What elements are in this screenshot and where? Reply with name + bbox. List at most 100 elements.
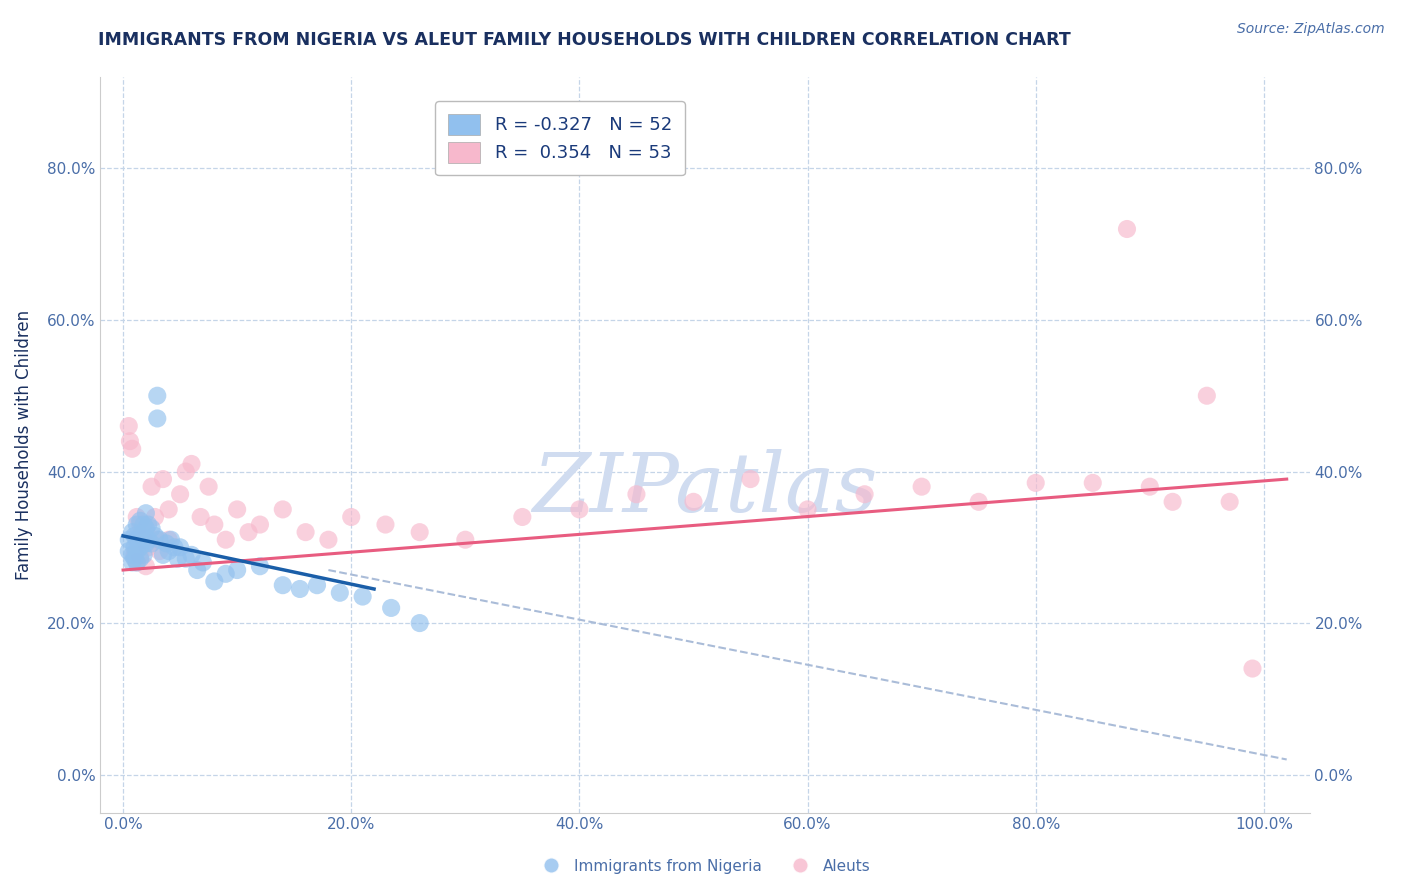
Point	[124, 548, 146, 562]
Point	[143, 510, 166, 524]
Point	[155, 536, 177, 550]
Point	[169, 487, 191, 501]
Point	[1116, 222, 1139, 236]
Point	[148, 533, 170, 547]
Point	[143, 529, 166, 543]
Point	[169, 541, 191, 555]
Point	[180, 548, 202, 562]
Point	[124, 529, 146, 543]
Text: IMMIGRANTS FROM NIGERIA VS ALEUT FAMILY HOUSEHOLDS WITH CHILDREN CORRELATION CHA: IMMIGRANTS FROM NIGERIA VS ALEUT FAMILY …	[98, 31, 1071, 49]
Point	[294, 525, 316, 540]
Point	[796, 502, 818, 516]
Point	[121, 442, 143, 456]
Point	[157, 502, 180, 516]
Point	[1241, 661, 1264, 675]
Point	[408, 525, 430, 540]
Point	[132, 533, 155, 547]
Text: ZIPatlas: ZIPatlas	[531, 449, 877, 529]
Point	[626, 487, 648, 501]
Legend: Immigrants from Nigeria, Aleuts: Immigrants from Nigeria, Aleuts	[530, 853, 876, 880]
Point	[135, 536, 157, 550]
Point	[1139, 480, 1161, 494]
Point	[174, 465, 197, 479]
Point	[166, 551, 188, 566]
Point	[118, 544, 141, 558]
Point	[125, 544, 148, 558]
Point	[136, 541, 159, 555]
Point	[568, 502, 591, 516]
Point	[305, 578, 328, 592]
Point	[129, 514, 152, 528]
Point	[132, 533, 155, 547]
Point	[202, 574, 225, 589]
Point	[454, 533, 477, 547]
Point	[135, 506, 157, 520]
Point	[129, 548, 152, 562]
Point	[271, 502, 294, 516]
Point	[249, 517, 271, 532]
Point	[146, 533, 169, 547]
Point	[215, 566, 238, 581]
Point	[141, 480, 163, 494]
Point	[146, 411, 169, 425]
Point	[340, 510, 363, 524]
Point	[160, 533, 183, 547]
Point	[157, 533, 180, 547]
Point	[125, 510, 148, 524]
Point	[288, 582, 311, 596]
Point	[191, 556, 214, 570]
Point	[141, 536, 163, 550]
Point	[163, 541, 186, 555]
Point	[125, 533, 148, 547]
Point	[190, 510, 212, 524]
Point	[1219, 495, 1241, 509]
Point	[911, 480, 934, 494]
Point	[249, 559, 271, 574]
Point	[408, 616, 430, 631]
Point	[132, 548, 155, 562]
Point	[512, 510, 534, 524]
Point	[124, 541, 146, 555]
Point	[125, 556, 148, 570]
Point	[118, 434, 141, 449]
Point	[129, 529, 152, 543]
Point	[318, 533, 340, 547]
Point	[174, 551, 197, 566]
Point	[1081, 475, 1104, 490]
Point	[121, 556, 143, 570]
Point	[197, 480, 219, 494]
Point	[132, 517, 155, 532]
Point	[1195, 389, 1218, 403]
Legend: R = -0.327   N = 52, R =  0.354   N = 53: R = -0.327 N = 52, R = 0.354 N = 53	[434, 101, 685, 176]
Point	[682, 495, 704, 509]
Point	[226, 502, 249, 516]
Point	[136, 533, 159, 547]
Point	[374, 517, 396, 532]
Point	[141, 521, 163, 535]
Text: Source: ZipAtlas.com: Source: ZipAtlas.com	[1237, 22, 1385, 37]
Point	[135, 521, 157, 535]
Point	[180, 457, 202, 471]
Point	[135, 559, 157, 574]
Point	[157, 544, 180, 558]
Point	[152, 548, 174, 562]
Point	[125, 556, 148, 570]
Point	[1025, 475, 1047, 490]
Point	[118, 419, 141, 434]
Point	[271, 578, 294, 592]
Point	[238, 525, 260, 540]
Y-axis label: Family Households with Children: Family Households with Children	[15, 310, 32, 580]
Point	[125, 517, 148, 532]
Point	[853, 487, 876, 501]
Point	[124, 551, 146, 566]
Point	[118, 533, 141, 547]
Point	[148, 544, 170, 558]
Point	[329, 586, 352, 600]
Point	[226, 563, 249, 577]
Point	[136, 517, 159, 532]
Point	[1161, 495, 1184, 509]
Point	[129, 551, 152, 566]
Point	[202, 517, 225, 532]
Point	[152, 472, 174, 486]
Point	[129, 541, 152, 555]
